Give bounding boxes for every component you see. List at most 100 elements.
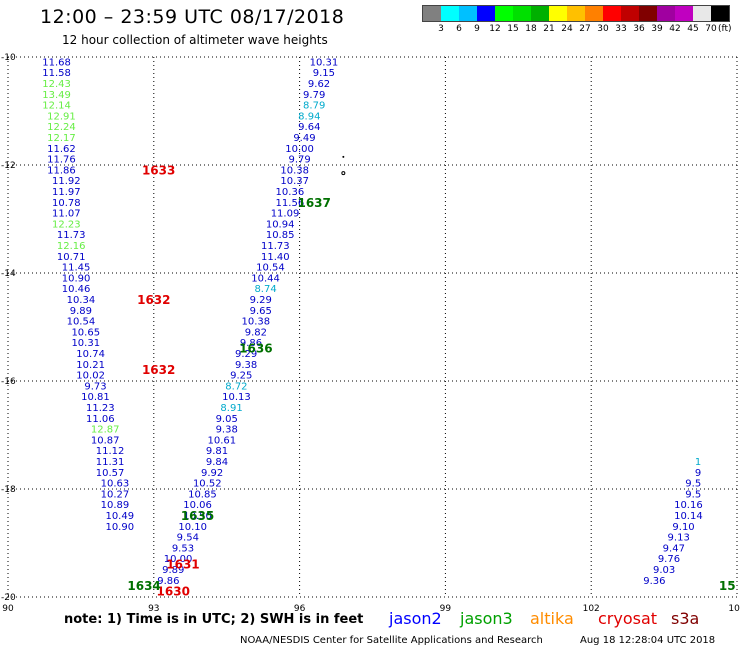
data-point-label: 12.14 <box>42 101 71 112</box>
data-point-label: 11.73 <box>57 230 86 241</box>
data-point-label: 9.47 <box>663 543 685 554</box>
pass-time-label: 1630 <box>157 585 190 599</box>
data-point-label: 12.16 <box>57 241 86 252</box>
data-point-label: 11.23 <box>86 403 115 414</box>
data-point-label: 10.57 <box>96 468 125 479</box>
x-tick-label: 102 <box>583 604 600 614</box>
data-point-label: 10.78 <box>52 198 81 209</box>
data-point-label: 9.64 <box>298 122 320 133</box>
color-scale-box <box>567 6 585 21</box>
data-point-label: 9.65 <box>250 306 272 317</box>
data-point-label: 11.31 <box>96 457 125 468</box>
satellite-altika: altika <box>530 609 574 628</box>
color-scale-box <box>459 6 477 21</box>
y-tick-label: -16 <box>1 377 16 387</box>
color-scale-label: 21 <box>543 24 555 34</box>
color-scale-box <box>675 6 693 21</box>
data-point-label: 10.89 <box>101 500 130 511</box>
color-scale-box <box>585 6 603 21</box>
data-point-label: 13.49 <box>42 90 71 101</box>
data-point-label: 10.90 <box>62 273 91 284</box>
data-point-label: 9.03 <box>653 565 675 576</box>
data-point-label: 9.76 <box>658 554 680 565</box>
data-point-label: 9.84 <box>206 457 228 468</box>
y-tick-label: -12 <box>1 161 16 171</box>
color-scale-boxes <box>422 5 730 22</box>
chart-title: 12:00 – 23:59 UTC 08/17/2018 <box>40 6 345 28</box>
data-point-label: 10.46 <box>62 284 91 295</box>
data-point-label: 11.73 <box>261 241 290 252</box>
data-point-label: 8.94 <box>298 111 320 122</box>
data-point-label: 9 <box>695 468 701 479</box>
data-point-label: 12.91 <box>47 111 76 122</box>
color-scale-box <box>513 6 531 21</box>
data-point-label: 11.56 <box>276 198 305 209</box>
data-point-label: 10.61 <box>208 435 237 446</box>
data-point-label: 11.97 <box>52 187 81 198</box>
color-scale-label: 15 <box>507 24 519 34</box>
color-scale-label: 39 <box>651 24 663 34</box>
data-point-label: 11.40 <box>261 252 290 263</box>
color-scale-label: 27 <box>579 24 591 34</box>
data-point-label: 10.74 <box>76 349 105 360</box>
data-point-label: 9.53 <box>172 543 194 554</box>
data-point-label: 10.85 <box>188 489 217 500</box>
data-point-label: 9.92 <box>201 468 223 479</box>
data-point-label: 1 <box>695 457 701 468</box>
data-point-label: 11.86 <box>47 165 76 176</box>
data-point-label: 10.85 <box>266 230 295 241</box>
data-point-label: 12.23 <box>52 219 81 230</box>
data-point-label: 8.72 <box>225 381 247 392</box>
data-point-label: 10.31 <box>310 57 339 68</box>
chart-subtitle: 12 hour collection of altimeter wave hei… <box>62 33 328 47</box>
satellite-jason3: jason3 <box>460 609 513 628</box>
data-point-label: 10.38 <box>242 317 271 328</box>
data-point-label: 9.15 <box>313 68 335 79</box>
color-scale-unit: (ft) <box>718 24 732 34</box>
data-point-label: 10.90 <box>105 522 134 533</box>
color-scale-box <box>639 6 657 21</box>
data-point-label: 9.79 <box>303 90 325 101</box>
pass-time-label: 1632 <box>137 293 170 307</box>
data-point-label: 10.65 <box>71 327 100 338</box>
data-point-label: 10.49 <box>105 511 134 522</box>
data-point-label: 9.54 <box>177 533 199 544</box>
x-tick-label: 96 <box>294 604 306 614</box>
pass-time-label: 1631 <box>166 558 199 572</box>
data-point-label: 9.29 <box>250 295 272 306</box>
data-point-label: 12.87 <box>91 425 120 436</box>
data-point-label: 10.10 <box>178 522 207 533</box>
x-tick-label: 93 <box>148 604 159 614</box>
data-point-label: 10.94 <box>266 219 295 230</box>
data-point-label: 12.17 <box>47 133 76 144</box>
color-scale-label: 30 <box>597 24 609 34</box>
color-scale-box <box>603 6 621 21</box>
data-point-label: 11.68 <box>42 57 71 68</box>
pass-time-label: 1634 <box>127 579 160 593</box>
data-point-label: 11.92 <box>52 176 81 187</box>
x-tick-label: 99 <box>440 604 452 614</box>
data-point-label: 9.79 <box>288 155 310 166</box>
data-point-label: 10.34 <box>67 295 96 306</box>
source-credit: NOAA/NESDIS Center for Satellite Applica… <box>240 635 543 646</box>
data-point-label: 10.52 <box>193 479 222 490</box>
color-scale-box <box>531 6 549 21</box>
color-scale-label: 3 <box>438 24 444 34</box>
pass-time-label: 1633 <box>142 163 175 177</box>
data-point-label: 10.54 <box>67 317 96 328</box>
color-scale-label: 36 <box>633 24 645 34</box>
data-point-label: 10.37 <box>280 176 309 187</box>
pass-time-label: 1636 <box>239 342 272 356</box>
data-point-label: 10.81 <box>81 392 110 403</box>
data-point-label: 9.62 <box>308 79 330 90</box>
data-point-label: 9.36 <box>643 576 665 587</box>
data-point-label: 9.49 <box>293 133 315 144</box>
data-point-label: 10.21 <box>76 360 105 371</box>
pass-time-label: 15 <box>719 579 736 593</box>
color-scale-label: 42 <box>669 24 681 34</box>
data-point-label: 11.62 <box>47 144 76 155</box>
data-point-label: 9.29 <box>235 349 257 360</box>
data-point-label: 9.5 <box>685 479 701 490</box>
data-point-label: 10.13 <box>222 392 251 403</box>
